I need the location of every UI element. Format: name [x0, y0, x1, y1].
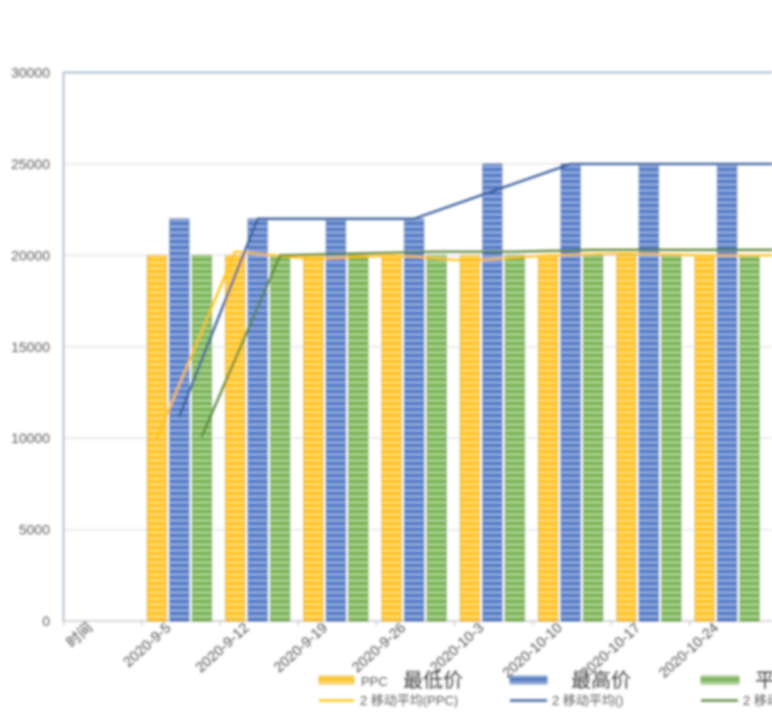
svg-text:30000: 30000 — [11, 65, 50, 81]
svg-text:2 移动平均(): 2 移动平均() — [743, 693, 772, 708]
svg-text:PPC: PPC — [361, 674, 388, 689]
svg-text:最高价: 最高价 — [571, 669, 631, 692]
svg-text:5000: 5000 — [19, 522, 50, 538]
svg-text:15000: 15000 — [11, 339, 50, 355]
svg-text:10000: 10000 — [11, 430, 50, 446]
svg-text:20000: 20000 — [11, 247, 50, 263]
svg-text:平均价: 平均价 — [755, 669, 772, 692]
svg-text:0: 0 — [42, 613, 50, 629]
svg-text:2 移动平均(): 2 移动平均() — [552, 693, 624, 708]
svg-text:最低价: 最低价 — [403, 669, 463, 692]
svg-text:2 移动平均(PPC): 2 移动平均(PPC) — [360, 693, 458, 708]
svg-text:25000: 25000 — [11, 156, 50, 172]
